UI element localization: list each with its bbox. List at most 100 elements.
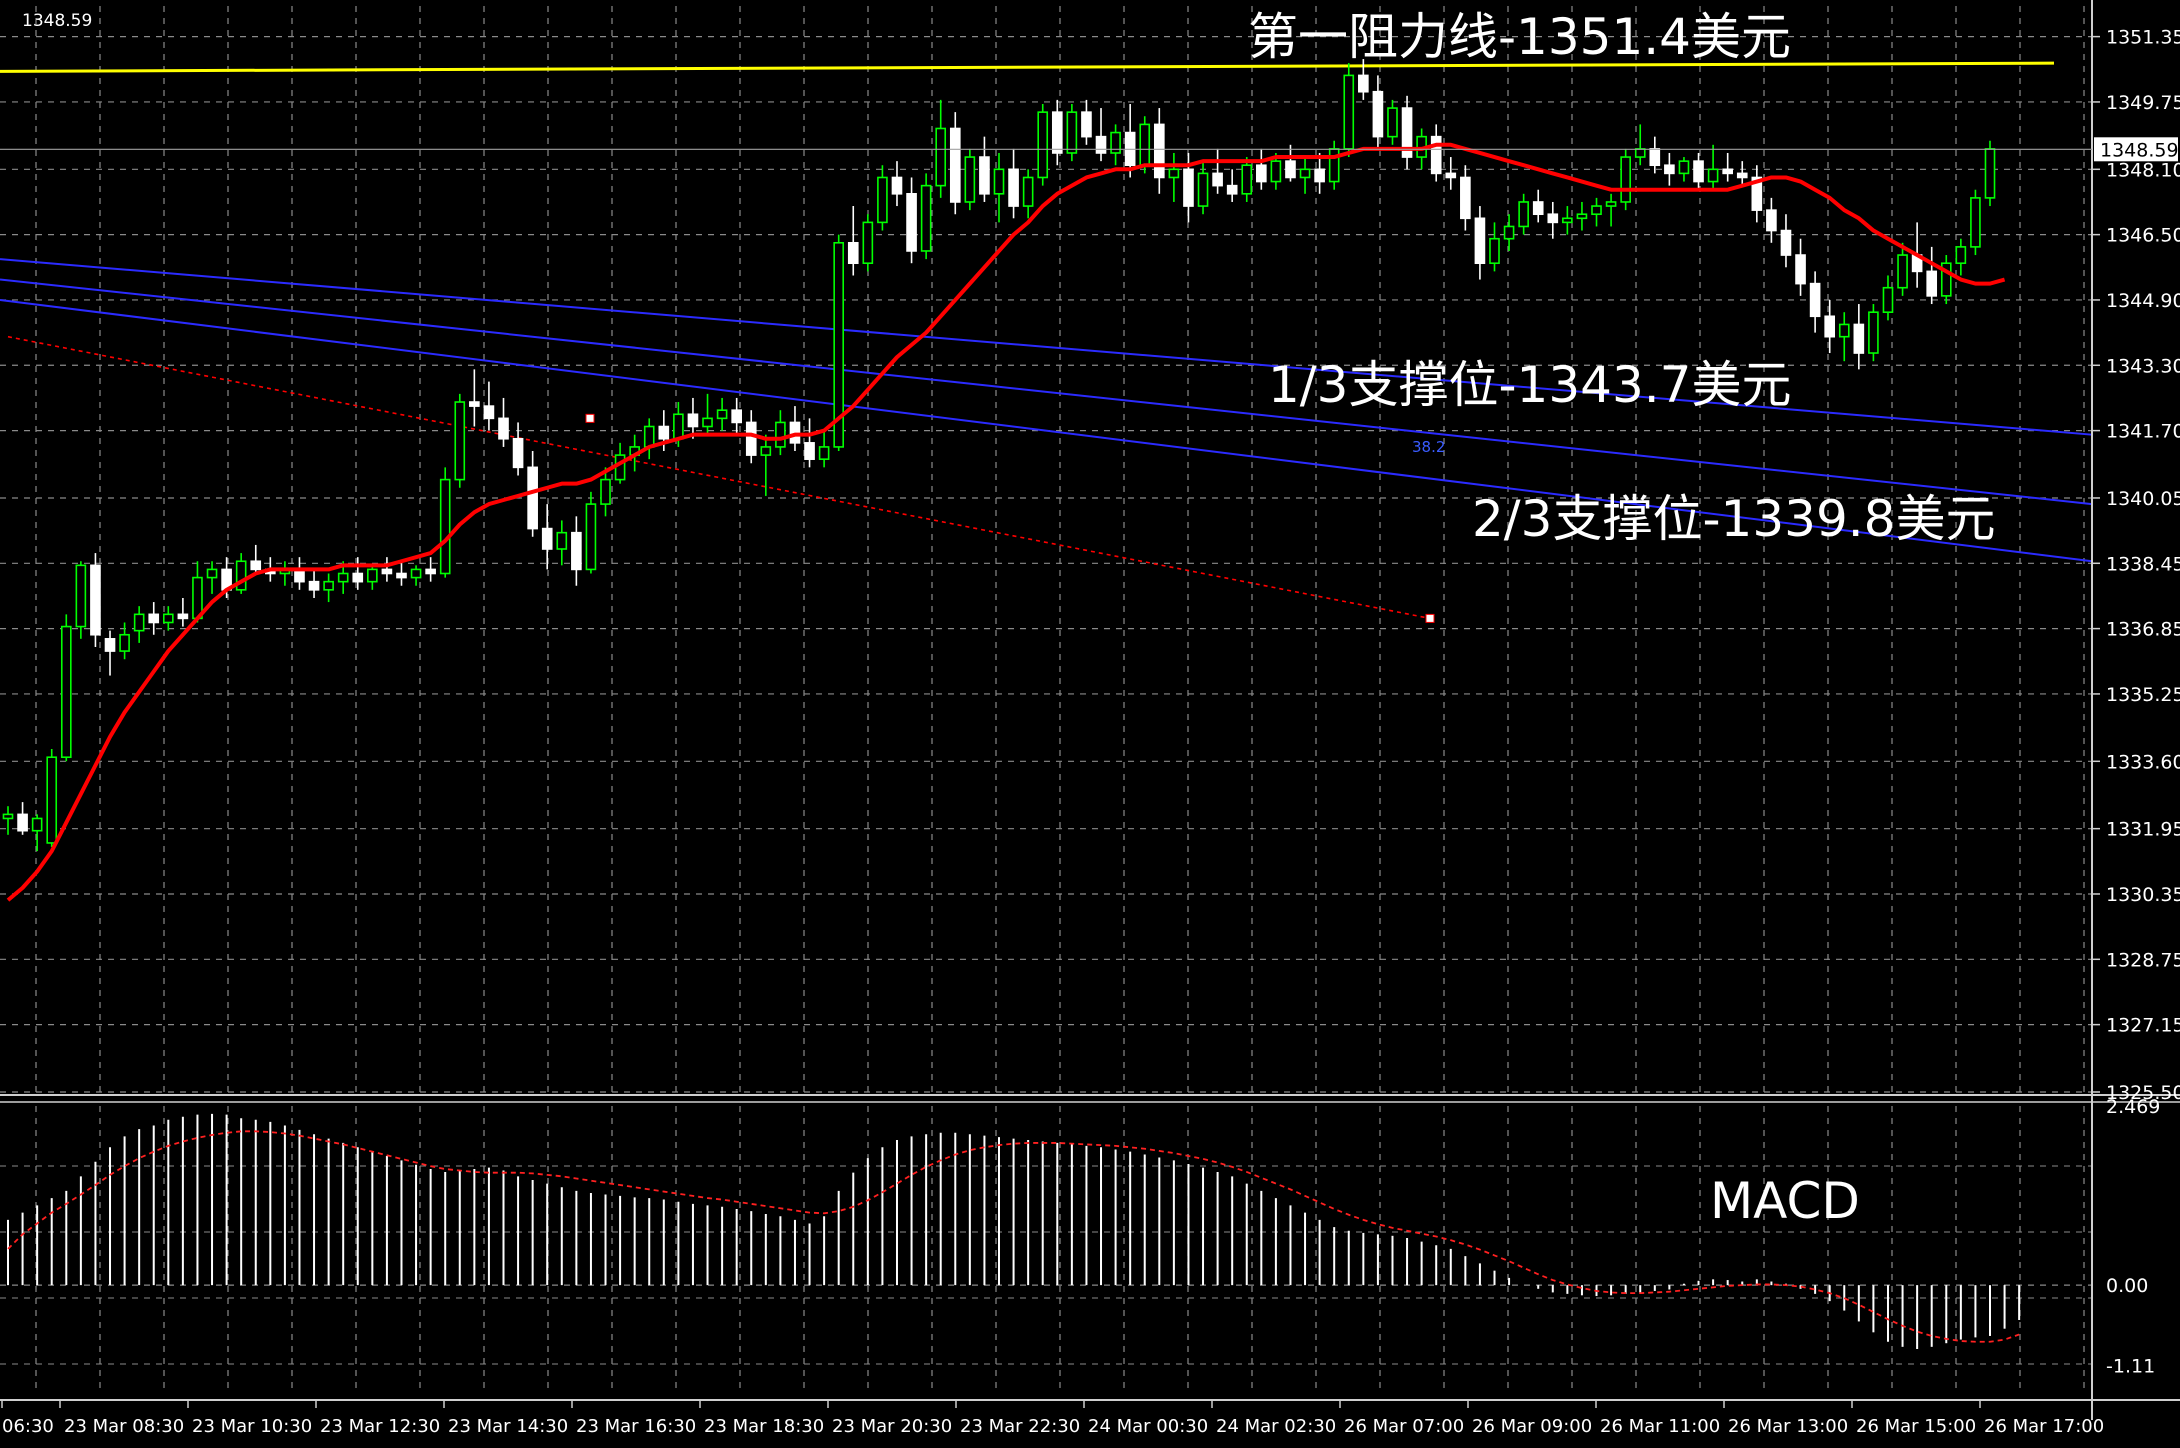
candle [1430, 124, 1442, 182]
candle-body-bull [1328, 148, 1340, 183]
candle-body-bull [716, 409, 728, 420]
candle-body-bull [673, 413, 684, 440]
candle-body-bear [1795, 254, 1806, 285]
macd-histogram [7, 1113, 2021, 1350]
candle [410, 565, 422, 586]
candle-body-bull [1037, 111, 1049, 179]
candle [1897, 242, 1908, 296]
candle-body-bear [847, 241, 859, 265]
channel-line [0, 258, 2093, 436]
candle [1197, 161, 1209, 215]
candle [1940, 255, 1952, 305]
candle [979, 136, 990, 202]
candle [1838, 312, 1850, 362]
candle [498, 397, 509, 447]
candle-body-bull [993, 168, 1005, 195]
candle-body-bull [935, 127, 947, 187]
candle [235, 553, 247, 594]
candle-body-bull [1605, 201, 1617, 207]
support1-annotation: 1/3支撑位-1343.7美元 [1268, 356, 1791, 414]
candle-body-bear [148, 613, 160, 624]
candle-body-bull [31, 817, 43, 832]
candle-body-bull [818, 446, 830, 460]
candle [439, 467, 451, 578]
candle [833, 234, 845, 452]
candle-body-bull [833, 241, 845, 448]
time-tick-label: 24 Mar 00:30 [1088, 1416, 1208, 1437]
candle [31, 814, 43, 852]
candle-body-bear [1460, 176, 1471, 220]
channel-line [0, 298, 2093, 563]
candle-body-bull [1868, 311, 1879, 354]
macd-signal-line [7, 1130, 2020, 1343]
candle-body-bear [979, 156, 990, 195]
candle [760, 434, 772, 496]
candle [46, 749, 58, 848]
macd-signal-line [7, 1130, 2020, 1343]
candle [818, 430, 830, 468]
candle [1358, 59, 1369, 100]
candle [1445, 157, 1457, 190]
candle [600, 467, 611, 517]
candle [585, 491, 597, 574]
candle-body-bear [1736, 172, 1748, 179]
candle-body-bear [498, 417, 509, 440]
candle [1401, 95, 1413, 170]
candle-body-bull [1562, 217, 1573, 224]
candle [1707, 144, 1719, 190]
candle-body-bull [1066, 111, 1078, 154]
candle [731, 397, 742, 435]
candle [1474, 206, 1486, 280]
candle [60, 614, 72, 762]
macd-tick-label: 0.00 [2106, 1275, 2148, 1297]
candle-body-bull [235, 560, 247, 591]
candle [206, 561, 218, 594]
fibonacci-trendline [7, 335, 1435, 623]
resistance-level-line [0, 61, 2055, 73]
candle-body-bear [1372, 90, 1384, 138]
price-tick-label: 1328.75 [2106, 949, 2180, 971]
candle-body-bear [381, 568, 393, 575]
candle-body-bear [1401, 107, 1413, 158]
time-tick-label: 23 Mar 22:30 [960, 1416, 1080, 1437]
candle [789, 406, 801, 452]
candle-body-bull [1110, 131, 1121, 154]
price-tick-label: 1327.15 [2106, 1015, 2180, 1037]
candle-body-bull [862, 221, 874, 265]
candle [483, 381, 495, 431]
candle [1066, 103, 1078, 162]
candle-body-bear [891, 176, 903, 195]
candle [104, 630, 116, 676]
candle [381, 557, 393, 582]
candle [1008, 148, 1019, 219]
candle [133, 606, 145, 643]
ma-line [6, 142, 2006, 902]
time-tick-label: 23 Mar 18:30 [704, 1416, 824, 1437]
candle-body-bear [483, 405, 495, 420]
candle-body-bull [643, 425, 655, 448]
time-tick-label: 23 Mar 14:30 [448, 1416, 568, 1437]
candle-body-bull [1591, 205, 1602, 216]
candle [1110, 124, 1121, 166]
price-tick-label: 1349.75 [2106, 92, 2180, 114]
candle [716, 397, 728, 431]
candle-body-bull [702, 417, 713, 428]
candle [1795, 238, 1806, 296]
candle-body-bull [1955, 246, 1967, 265]
candle-body-bull [1270, 160, 1282, 183]
candle-body-bear [1081, 111, 1092, 138]
time-tick-label: 23 Mar 16:30 [576, 1416, 696, 1437]
candle [541, 504, 553, 570]
resistance-line [0, 61, 2055, 73]
candle-body-bull [1168, 168, 1180, 179]
candle-body-bull [133, 613, 145, 632]
price-tick-label: 1351.35 [2106, 27, 2180, 49]
candle [1970, 189, 1981, 256]
candle-body-bear [1051, 111, 1063, 154]
candle [920, 173, 932, 260]
candle-body-bear [1285, 160, 1296, 179]
candle-body-bear [804, 442, 815, 460]
candle-body-bear [1824, 315, 1836, 338]
